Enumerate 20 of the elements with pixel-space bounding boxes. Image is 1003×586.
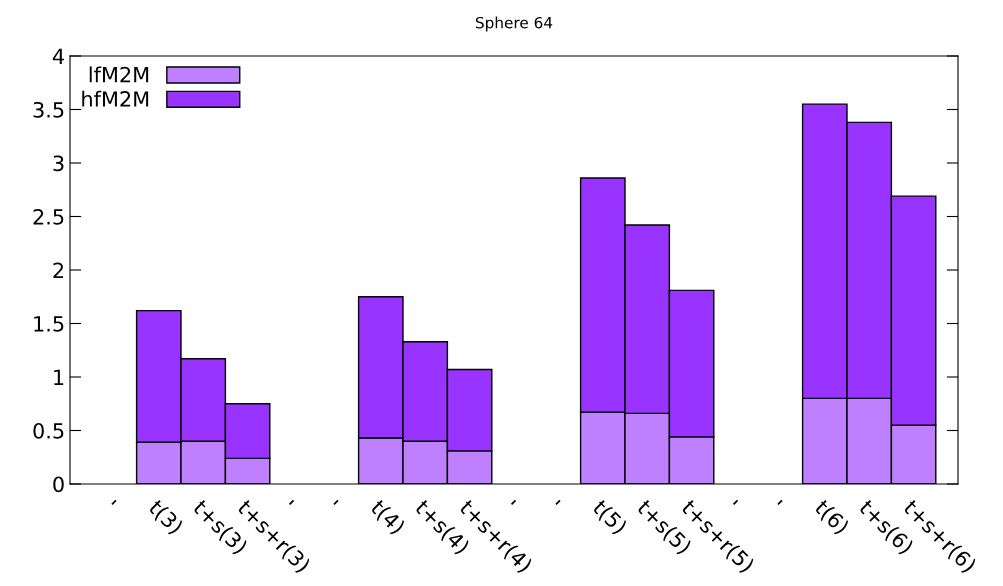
y-tick-label: 0.5 — [33, 422, 64, 439]
y-tick-label: 0 — [53, 476, 64, 493]
x-tick-label: t(6) — [812, 498, 851, 537]
y-tick-label: 3.5 — [33, 101, 64, 118]
legend-label: lfM2M — [89, 66, 149, 83]
y-tick-label: 1 — [54, 369, 64, 385]
x-tick-label: t(3) — [146, 498, 185, 537]
x-tick-label: ' — [555, 499, 561, 505]
x-tick-label: ' — [333, 499, 339, 505]
y-tick-label: 3 — [53, 155, 64, 172]
legend-label: hfM2M — [82, 90, 149, 107]
x-tick-label: ' — [777, 499, 783, 505]
y-tick-label: 2.5 — [33, 208, 64, 225]
y-tick-label: 4 — [52, 48, 64, 64]
x-tick-label: t(4) — [368, 498, 407, 537]
y-tick-label: 2 — [53, 262, 64, 278]
x-tick-label: ' — [111, 499, 117, 505]
y-tick-label: 1.5 — [34, 316, 64, 332]
chart-title: Sphere 64 — [475, 16, 553, 32]
x-tick-label: t(5) — [590, 498, 629, 537]
